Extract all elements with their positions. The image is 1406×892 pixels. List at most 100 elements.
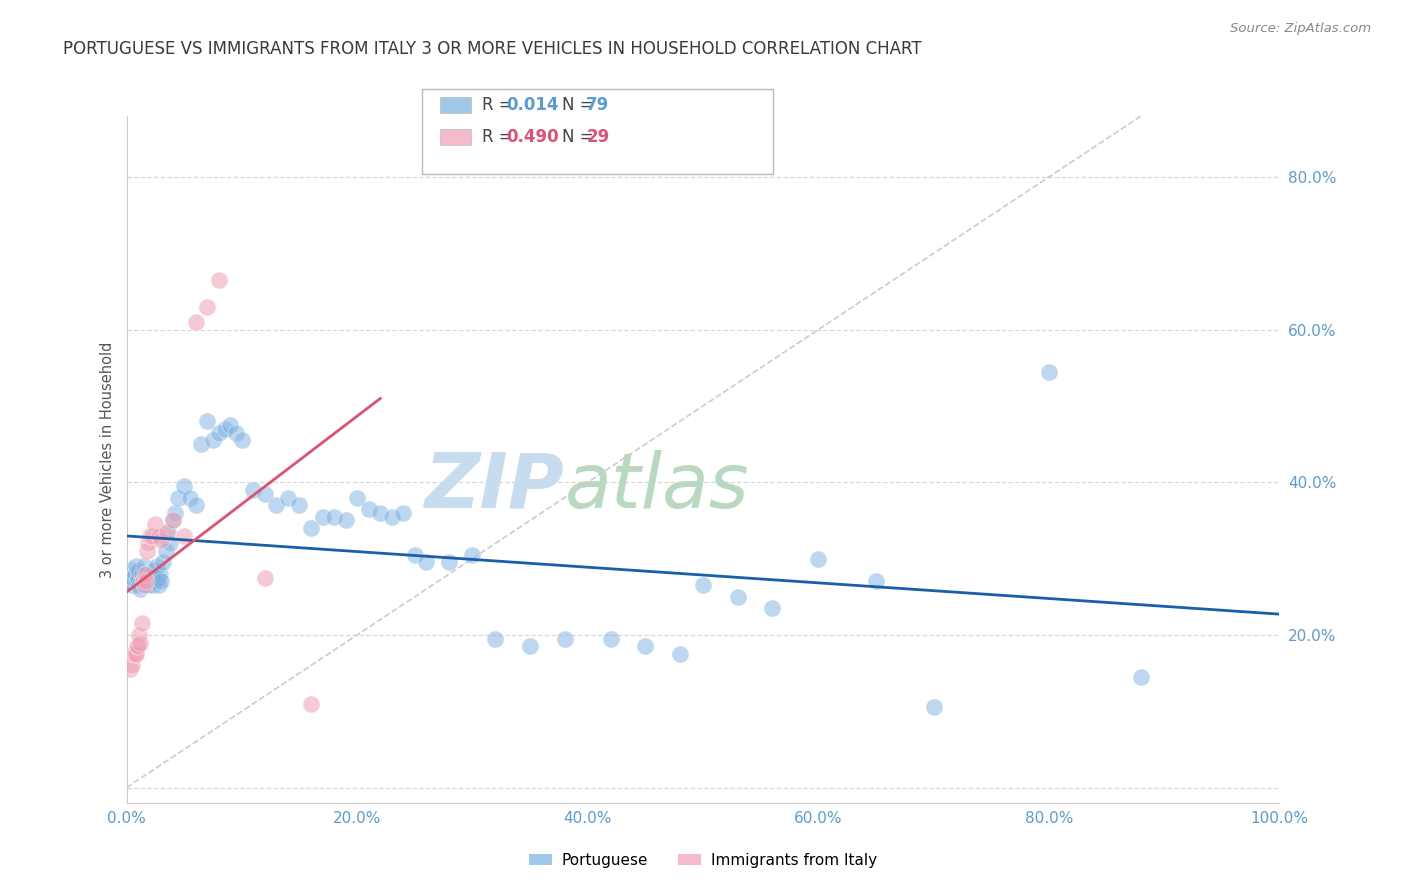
Point [148,578,170,592]
Point [155,544,177,558]
Point [122,647,145,661]
Point [121,658,143,673]
Point [173,479,195,493]
Point [461,548,484,562]
Point [138,578,160,592]
Point [142,578,165,592]
Point [311,509,333,524]
Point [131,566,153,581]
Point [162,513,184,527]
Point [692,578,714,592]
Point [195,300,218,314]
Point [1038,365,1060,379]
Point [415,555,437,570]
Point [159,536,181,550]
Point [173,529,195,543]
Point [136,544,159,558]
Point [127,563,149,577]
Point [145,574,166,589]
Point [231,434,253,448]
Point [381,509,404,524]
Point [807,551,830,566]
Point [922,700,945,714]
Point [122,571,145,585]
Point [727,590,749,604]
Point [131,574,153,589]
Point [208,425,231,440]
Point [125,640,148,654]
Text: 29: 29 [586,128,610,146]
Point [761,601,783,615]
Point [118,574,141,589]
Text: Source: ZipAtlas.com: Source: ZipAtlas.com [1230,22,1371,36]
Text: PORTUGUESE VS IMMIGRANTS FROM ITALY 3 OR MORE VEHICLES IN HOUSEHOLD CORRELATION : PORTUGUESE VS IMMIGRANTS FROM ITALY 3 OR… [63,40,922,58]
Text: 79: 79 [586,96,610,114]
Point [128,628,150,642]
Text: ZIP: ZIP [425,450,565,524]
Point [135,574,157,589]
Point [201,434,224,448]
Point [163,506,186,520]
Point [131,574,153,589]
Point [150,574,173,589]
Point [143,563,166,577]
Point [184,315,207,329]
Point [129,635,152,649]
Point [141,529,163,543]
Point [131,616,153,631]
Point [277,491,299,505]
Point [150,533,173,547]
Point [554,632,576,646]
Point [634,640,657,654]
Point [148,529,170,543]
Text: 0.490: 0.490 [506,128,558,146]
Point [266,498,288,512]
Point [219,418,242,433]
Text: atlas: atlas [565,450,749,524]
Point [439,555,461,570]
Point [404,548,426,562]
Point [138,529,160,543]
Point [184,498,207,512]
Point [121,578,143,592]
Point [195,414,218,428]
Text: 0.014: 0.014 [506,96,558,114]
Point [152,555,174,570]
Point [146,571,169,585]
Point [134,566,156,581]
Point [141,571,163,585]
Point [335,513,357,527]
Point [134,578,156,592]
Point [253,487,276,501]
Point [1130,670,1153,684]
Point [225,425,247,440]
Y-axis label: 3 or more Vehicles in Household: 3 or more Vehicles in Household [100,342,115,577]
Point [132,559,155,574]
Point [299,697,322,711]
Point [157,524,180,539]
Point [139,566,162,581]
Point [599,632,621,646]
Point [124,566,146,581]
Point [242,483,264,497]
Text: N =: N = [562,96,599,114]
Point [323,509,346,524]
Text: R =: R = [482,96,519,114]
Point [162,513,184,527]
Point [484,632,506,646]
Legend: Portuguese, Immigrants from Italy: Portuguese, Immigrants from Italy [523,847,883,874]
Text: N =: N = [562,128,599,146]
Text: R =: R = [482,128,519,146]
Point [156,524,179,539]
Point [208,273,231,287]
Point [145,517,166,532]
Point [138,536,160,550]
Point [179,491,201,505]
Point [125,574,148,589]
Point [127,571,149,585]
Point [145,559,167,574]
Point [138,574,160,589]
Point [519,640,541,654]
Point [190,437,212,451]
Point [128,578,150,592]
